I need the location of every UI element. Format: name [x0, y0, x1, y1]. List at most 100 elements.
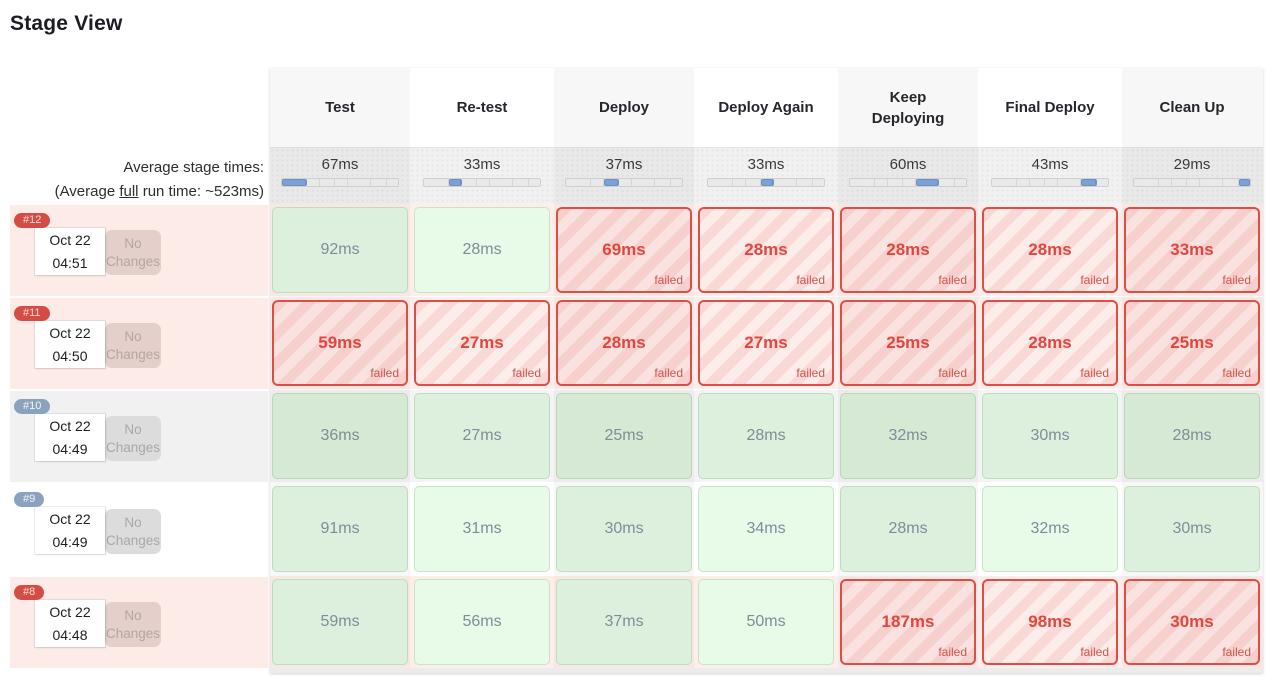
stage-cell[interactable]: 37ms — [556, 579, 692, 665]
stage-cell-time: 34ms — [746, 520, 786, 537]
average-bar-segment — [1017, 179, 1031, 186]
build-date-link[interactable]: Oct 22 04:51 — [35, 228, 105, 275]
stage-cell-time: 30ms — [1170, 612, 1214, 631]
failed-badge: failed — [370, 366, 399, 380]
stage-cell[interactable]: 27ms failed — [414, 300, 550, 386]
average-stage-bar — [1133, 178, 1251, 187]
average-bar-segment — [875, 179, 889, 186]
build-date: Oct 22 — [49, 325, 91, 341]
build-date-link[interactable]: Oct 22 04:48 — [35, 600, 105, 647]
stage-cell-time: 28ms — [744, 240, 788, 259]
average-stage-time: 33ms — [747, 156, 785, 173]
stage-header-label: Final Deploy — [1005, 99, 1095, 116]
stage-cell[interactable]: 36ms — [272, 393, 408, 479]
stage-header-cell: Clean Up — [1122, 68, 1262, 147]
stage-cell[interactable]: 28ms failed — [982, 300, 1118, 386]
average-stage-bar — [565, 178, 683, 187]
average-bar-segment — [490, 179, 513, 186]
average-bar-segment — [1080, 179, 1098, 186]
stage-header-label: Re-test — [456, 99, 508, 116]
stage-cell-time: 91ms — [320, 520, 360, 537]
stage-cell[interactable]: 98ms failed — [982, 579, 1118, 665]
average-bar-segment — [903, 179, 916, 186]
average-bar-segment — [387, 179, 398, 186]
stage-cell[interactable]: 59ms — [272, 579, 408, 665]
stage-cell[interactable]: 30ms failed — [1124, 579, 1260, 665]
build-badge[interactable]: #11 — [14, 306, 50, 321]
stage-cell[interactable]: 32ms — [840, 393, 976, 479]
stage-cell[interactable]: 30ms — [556, 486, 692, 572]
stage-cell[interactable]: 50ms — [698, 579, 834, 665]
stage-cell[interactable]: 69ms failed — [556, 207, 692, 293]
stage-cell-time: 69ms — [602, 240, 646, 259]
stage-cell[interactable]: 92ms — [272, 207, 408, 293]
stage-cell[interactable]: 28ms failed — [698, 207, 834, 293]
build-date-link[interactable]: Oct 22 04:49 — [35, 414, 105, 461]
build-date-link[interactable]: Oct 22 04:50 — [35, 321, 105, 368]
stage-cell[interactable]: 27ms failed — [698, 300, 834, 386]
stage-cell-time: 92ms — [320, 241, 360, 258]
failed-badge: failed — [1222, 273, 1251, 287]
average-stage-bar — [991, 178, 1109, 187]
stage-cell[interactable]: 28ms failed — [556, 300, 692, 386]
stage-cell[interactable]: 28ms — [698, 393, 834, 479]
failed-badge: failed — [1080, 366, 1109, 380]
average-stage-time: 67ms — [321, 156, 359, 173]
failed-badge: failed — [654, 366, 683, 380]
stage-cell[interactable]: 25ms failed — [1124, 300, 1260, 386]
build-date-link[interactable]: Oct 22 04:49 — [35, 507, 105, 554]
stage-cell-time: 28ms — [746, 427, 786, 444]
build-badge[interactable]: #12 — [14, 213, 51, 228]
stage-cell[interactable]: 30ms — [982, 393, 1118, 479]
average-row-cell: 43ms — [980, 147, 1120, 204]
stage-cell[interactable]: 31ms — [414, 486, 550, 572]
table-bottom-edge — [270, 668, 1263, 673]
stage-cell-time: 31ms — [462, 520, 502, 537]
stage-header-cell: Keep Deploying — [838, 68, 978, 147]
stage-cell[interactable]: 91ms — [272, 486, 408, 572]
stage-cell[interactable]: 27ms — [414, 393, 550, 479]
stage-cell[interactable]: 30ms — [1124, 486, 1260, 572]
stage-cell[interactable]: 34ms — [698, 486, 834, 572]
stage-header-label: Deploy — [598, 99, 649, 116]
stage-cell-time: 28ms — [462, 241, 502, 258]
stage-table: Test 67ms Re-test 33ms Deploy 37ms Deploy Agai… — [270, 68, 1263, 673]
stage-cell[interactable]: 187ms failed — [840, 579, 976, 665]
failed-badge: failed — [1222, 645, 1251, 659]
stage-cell[interactable]: 25ms — [556, 393, 692, 479]
average-bar-segment — [774, 179, 797, 186]
stage-cell[interactable]: 25ms failed — [840, 300, 976, 386]
failed-badge: failed — [1080, 645, 1109, 659]
failed-badge: failed — [1080, 273, 1109, 287]
stage-cell[interactable]: 28ms — [840, 486, 976, 572]
stage-cell[interactable]: 28ms failed — [840, 207, 976, 293]
stage-cell-time: 37ms — [604, 613, 644, 630]
average-bar-segment — [888, 179, 903, 186]
stage-cell-time: 27ms — [744, 333, 788, 352]
stage-cell[interactable]: 28ms failed — [982, 207, 1118, 293]
stage-cell-time: 30ms — [1030, 427, 1070, 444]
no-changes-indicator: No Changes — [105, 509, 161, 554]
stage-cell[interactable]: 28ms — [414, 207, 550, 293]
average-bar-segment — [335, 179, 348, 186]
build-row: #9 Oct 22 04:49 No Changes — [10, 484, 268, 575]
stage-cell[interactable]: 28ms — [1124, 393, 1260, 479]
average-bar-segment — [604, 179, 619, 186]
average-bar-segment — [282, 179, 308, 186]
average-bar-segment — [1030, 179, 1045, 186]
stage-cell[interactable]: 59ms failed — [272, 300, 408, 386]
stage-header-cell: Re-test — [412, 68, 552, 147]
stage-cell[interactable]: 33ms failed — [1124, 207, 1260, 293]
average-bar-segment — [307, 179, 321, 186]
build-date: Oct 22 — [49, 511, 91, 527]
build-badge[interactable]: #10 — [14, 399, 51, 414]
average-bar-segment — [746, 179, 761, 186]
build-badge[interactable]: #9 — [14, 492, 45, 507]
stage-cell[interactable]: 56ms — [414, 579, 550, 665]
full-underlined: full — [119, 183, 139, 200]
average-bar-segment — [449, 179, 463, 186]
build-badge[interactable]: #8 — [14, 585, 45, 600]
stage-cell[interactable]: 32ms — [982, 486, 1118, 572]
stage-cell-time: 28ms — [1028, 333, 1072, 352]
average-stage-time: 29ms — [1173, 156, 1211, 173]
